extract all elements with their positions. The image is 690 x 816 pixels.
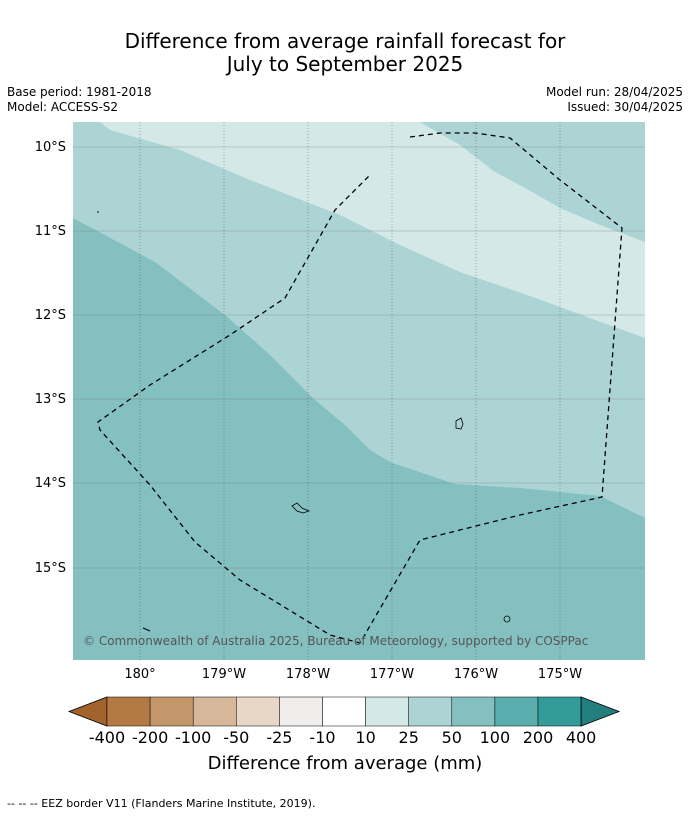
- colorbar-cell: [106, 696, 151, 727]
- base-period: Base period: 1981-2018: [7, 85, 152, 99]
- lat-label-11s: 11°S: [35, 224, 66, 239]
- colorbar-cell: [236, 696, 280, 727]
- colorbar-cell: [322, 696, 366, 727]
- island-northwest: [97, 211, 99, 213]
- lat-label-13s: 13°S: [35, 392, 66, 407]
- model-name: Model: ACCESS-S2: [7, 100, 119, 114]
- island-southwest: [291, 502, 311, 514]
- zone-10-25: [100, 122, 645, 338]
- lat-label-15s: 15°S: [35, 561, 66, 576]
- lat-label-14s: 14°S: [35, 476, 66, 491]
- title-line-1: Difference from average rainfall forecas…: [124, 29, 566, 53]
- colorbar-extend-high: [580, 696, 621, 727]
- latitude-gridlines: [73, 146, 645, 569]
- colorbar-tick-label: 25: [398, 728, 419, 747]
- island-reef: [142, 627, 151, 632]
- lon-label-179w: 179°W: [202, 667, 246, 682]
- colorbar-tick-label: 200: [522, 728, 554, 747]
- colorbar-tick-label: 100: [479, 728, 511, 747]
- eez-border: [97, 132, 623, 644]
- model-run: Model run: 28/04/2025: [545, 85, 683, 99]
- colorbar-tick-label: -100: [175, 728, 212, 747]
- colorbar-tick-label: -25: [266, 728, 293, 747]
- map-title: Difference from average rainfall forecas…: [0, 30, 690, 76]
- colorbar-tick-label: 50: [441, 728, 462, 747]
- lat-label-12s: 12°S: [35, 308, 66, 323]
- colorbar-tick-label: -400: [88, 728, 126, 747]
- island-main: [455, 417, 464, 430]
- title-line-2: July to September 2025: [226, 52, 464, 76]
- colorbar: [67, 696, 621, 727]
- issued-date: Issued: 30/04/2025: [567, 100, 683, 114]
- base-info: Base period: 1981-2018 Model: ACCESS-S2: [7, 85, 152, 115]
- eez-footnote: -- -- -- EEZ border V11 (Flanders Marine…: [7, 797, 316, 810]
- colorbar-tick-label: -10: [309, 728, 336, 747]
- zone-50-100-southwest: [73, 598, 180, 660]
- colorbar-tick-label: -50: [223, 728, 250, 747]
- lon-label-178w: 178°W: [286, 667, 330, 682]
- lon-label-175w: 175°W: [538, 667, 582, 682]
- colorbar-tick-label: 10: [355, 728, 376, 747]
- lon-label-180: 180°: [124, 667, 155, 682]
- colorbar-cell: [451, 696, 496, 727]
- colorbar-cell: [408, 696, 453, 727]
- colorbar-extend-low: [67, 696, 108, 727]
- lon-label-177w: 177°W: [370, 667, 414, 682]
- colorbar-cell: [149, 696, 194, 727]
- lon-label-176w: 176°W: [454, 667, 498, 682]
- colorbar-cell: [365, 696, 409, 727]
- colorbar-tick-label: 400: [565, 728, 597, 747]
- run-info: Model run: 28/04/2025 Issued: 30/04/2025: [546, 85, 683, 115]
- colorbar-cell: [494, 696, 539, 727]
- colorbar-label: Difference from average (mm): [207, 753, 483, 774]
- island-southeast: [503, 615, 511, 623]
- colorbar-cell: [279, 696, 323, 727]
- lat-label-10s: 10°S: [35, 140, 66, 155]
- colorbar-cell: [192, 696, 237, 727]
- copyright-notice: © Commonwealth of Australia 2025, Bureau…: [83, 634, 588, 648]
- forecast-map: 10°S 11°S 12°S 13°S 14°S 15°S 180° 179°W…: [35, 122, 645, 682]
- colorbar-cell: [537, 696, 582, 727]
- colorbar-tick-label: -200: [131, 728, 169, 747]
